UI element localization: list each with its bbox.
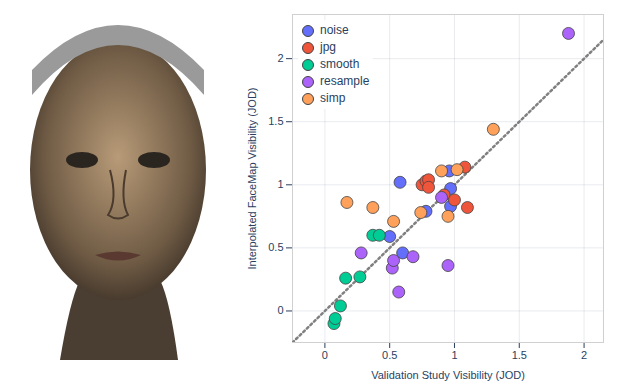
svg-text:0: 0 <box>322 349 328 361</box>
html-text:simp: simp <box>320 91 346 105</box>
svg-text:2: 2 <box>581 349 587 361</box>
svg-text:1.5: 1.5 <box>268 115 283 127</box>
svg-text:0.5: 0.5 <box>382 349 397 361</box>
svg-text:1: 1 <box>451 349 457 361</box>
svg-text:1.5: 1.5 <box>512 349 527 361</box>
svg-text:1: 1 <box>277 178 283 190</box>
html-text:smooth: smooth <box>320 57 360 71</box>
html-text:noise: noise <box>320 23 349 37</box>
svg-text:0: 0 <box>277 304 283 316</box>
svg-text:Validation Study Visibility (J: Validation Study Visibility (JOD) <box>371 369 525 381</box>
html-text:resample: resample <box>320 74 370 88</box>
svg-text:Interpolated FaceMap Visibilit: Interpolated FaceMap Visibility (JOD) <box>246 88 258 270</box>
svg-text:2: 2 <box>277 52 283 64</box>
html-text:jpg: jpg <box>320 40 336 54</box>
svg-text:0.5: 0.5 <box>268 241 283 253</box>
